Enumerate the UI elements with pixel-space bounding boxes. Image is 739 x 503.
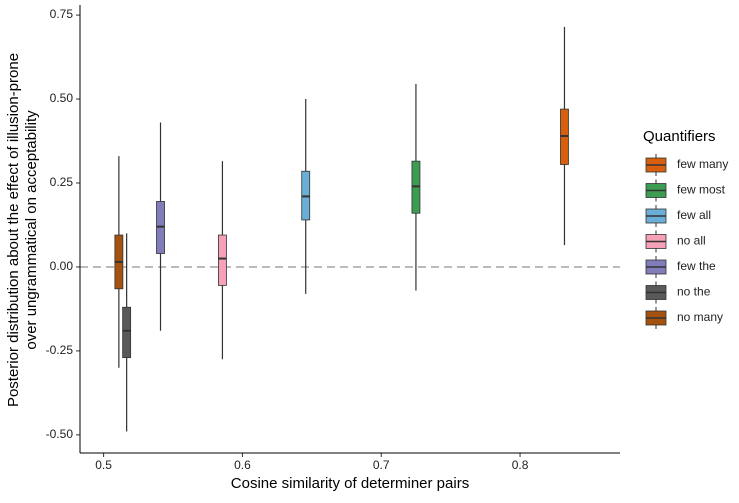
legend-label: few all	[677, 208, 711, 222]
x-tick-label: 0.8	[512, 458, 529, 472]
x-tick-label: 0.7	[373, 458, 390, 472]
y-tick-label: 0.50	[50, 91, 74, 105]
y-tick-label: -0.50	[46, 427, 74, 441]
x-tick-label: 0.5	[95, 458, 112, 472]
y-tick-label: 0.75	[50, 7, 74, 21]
y-tick-label: -0.25	[46, 343, 74, 357]
y-axis-title: over ungrammatical on acceptability	[23, 110, 40, 350]
legend-label: few most	[677, 183, 726, 197]
legend-title: Quantifiers	[643, 128, 716, 145]
y-tick-label: 0.25	[50, 175, 74, 189]
legend-label: few many	[677, 157, 728, 171]
box	[218, 234, 227, 286]
x-tick-label: 0.6	[234, 458, 251, 472]
box	[122, 306, 132, 359]
y-axis-title: Posterior distribution about the effect …	[5, 53, 22, 407]
y-tick-label: 0.00	[50, 259, 74, 273]
legend-label: no all	[677, 234, 706, 248]
legend-label: no many	[677, 310, 723, 324]
legend-label: few the	[677, 259, 716, 273]
x-axis-title: Cosine similarity of determiner pairs	[231, 475, 469, 492]
legend-label: no the	[677, 285, 711, 299]
